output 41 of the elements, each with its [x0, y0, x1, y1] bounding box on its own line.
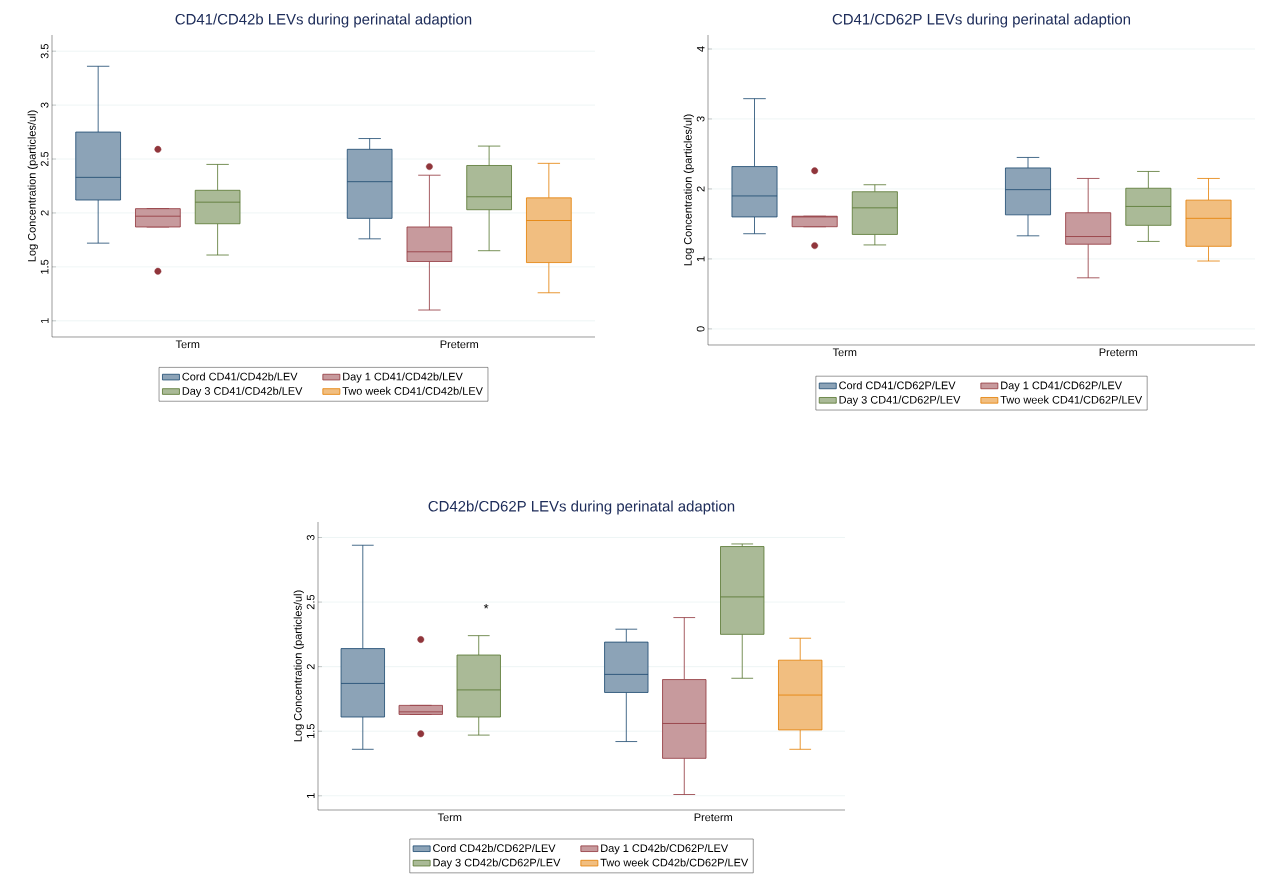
y-tick-label: 2 — [696, 186, 705, 192]
chart-title: CD41/CD42b LEVs during perinatal adaption — [175, 13, 472, 28]
legend-label: Cord CD41/CD42b/LEV — [182, 372, 298, 381]
y-tick-label: 0 — [696, 326, 705, 332]
x-tick-label: Preterm — [694, 813, 733, 822]
y-tick-label: 2 — [40, 210, 49, 216]
legend-label: Two week CD41/CD42b/LEV — [342, 386, 483, 395]
annotation: * — [483, 603, 489, 609]
legend-label: Day 1 CD41/CD42b/LEV — [343, 372, 463, 383]
y-tick-label: 3.5 — [40, 44, 49, 59]
y-tick-label: 3 — [696, 116, 705, 122]
y-tick-label: 1.5 — [40, 259, 49, 274]
legend-label: Two week CD42b/CD62P/LEV — [600, 858, 749, 867]
legend-label: Cord CD42b/CD62P/LEV — [433, 844, 556, 853]
y-tick-label: 1 — [696, 256, 705, 262]
legend-label: Day 3 CD41/CD62P/LEV — [839, 395, 961, 406]
legend-label: Two week CD41/CD62P/LEV — [1000, 395, 1143, 404]
y-axis-title: Log Concentration (particles/ul) — [27, 110, 38, 262]
y-tick-label: 2.5 — [40, 151, 49, 167]
y-axis-title: Log Concentration (particles/ul) — [293, 590, 304, 742]
chart-title: CD42b/CD62P LEVs during perinatal adaption — [428, 500, 735, 515]
x-tick-label: Term — [175, 340, 200, 349]
y-tick-label: 1 — [40, 318, 49, 324]
x-tick-label: Term — [437, 813, 462, 822]
y-tick-label: 3 — [306, 534, 315, 541]
y-axis-title: Log Concentration (particles/ul) — [683, 114, 694, 266]
y-tick-label: 2.5 — [306, 594, 315, 610]
x-tick-label: Term — [832, 348, 857, 357]
legend-label: Day 3 CD42b/CD62P/LEV — [433, 858, 561, 869]
x-tick-label: Preterm — [440, 340, 479, 349]
legend-label: Day 1 CD42b/CD62P/LEV — [601, 844, 729, 855]
y-tick-label: 2 — [306, 664, 315, 670]
legend-label: Day 1 CD41/CD62P/LEV — [1001, 381, 1122, 392]
y-tick-label: 3 — [40, 102, 49, 108]
chart-title: CD41/CD62P LEVs during perinatal adaption — [832, 13, 1131, 28]
legend-label: Day 3 CD41/CD42b/LEV — [182, 386, 303, 398]
y-tick-label: 1.5 — [306, 724, 315, 739]
legend-label: Cord CD41/CD62P/LEV — [839, 381, 956, 390]
y-tick-label: 4 — [696, 46, 705, 52]
x-tick-label: Preterm — [1099, 348, 1138, 357]
y-tick-label: 1 — [306, 793, 315, 799]
